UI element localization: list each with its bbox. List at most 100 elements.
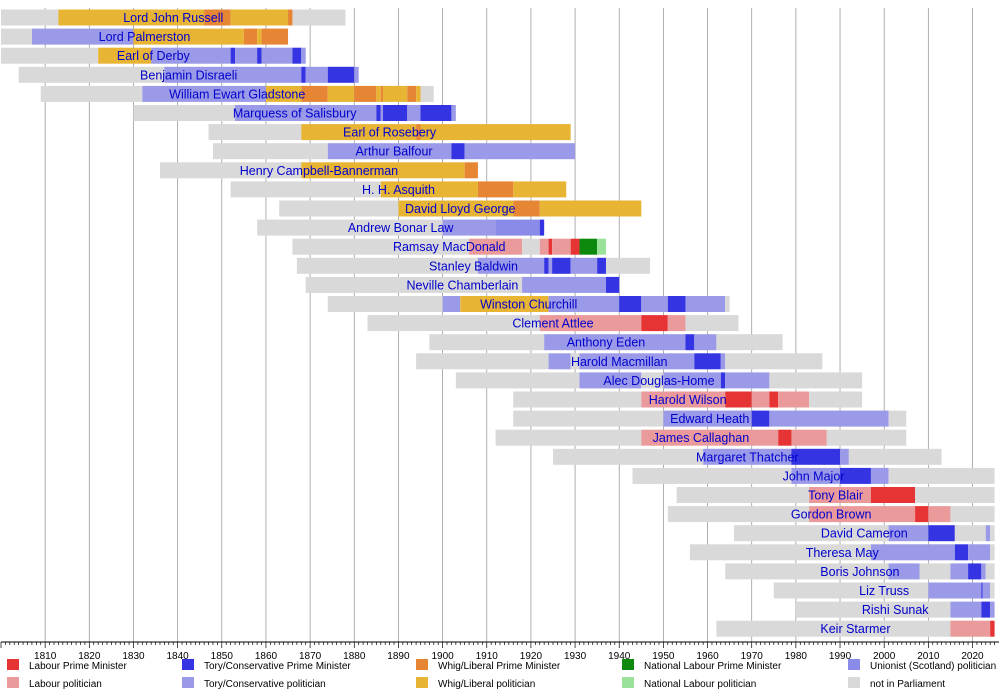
x-tick-label: 1830 bbox=[122, 651, 145, 662]
bar-segment bbox=[769, 391, 779, 408]
legend-label-tory: Tory/Conservative politician bbox=[204, 679, 326, 690]
x-tick-label: 1860 bbox=[255, 651, 278, 662]
bar-segment bbox=[982, 582, 991, 599]
bar-segment bbox=[327, 85, 355, 102]
pm-name-label: Benjamin Disraeli bbox=[140, 68, 237, 82]
bar-segment bbox=[292, 47, 302, 64]
x-tick-label: 1940 bbox=[608, 651, 631, 662]
x-tick-label: 1810 bbox=[34, 651, 57, 662]
x-tick-label: 1910 bbox=[476, 651, 499, 662]
bar-segment bbox=[663, 410, 752, 427]
bar-segment bbox=[663, 372, 721, 389]
x-axis: 1810 1820 1830 1840 1850 1860 1870 1880 1890 1900… bbox=[0, 641, 999, 662]
bar-segment bbox=[58, 9, 205, 26]
pm-name-label: Stanley Baldwin bbox=[429, 259, 518, 273]
bar-segment bbox=[539, 315, 642, 332]
bar-segment bbox=[950, 506, 995, 523]
pm-name-label: Lord Palmerston bbox=[99, 30, 191, 44]
pm-labels: Lord John Russell Lord Palmerston Earl of … bbox=[99, 11, 930, 636]
bar-segment bbox=[720, 353, 726, 370]
bar-segment bbox=[416, 85, 421, 102]
x-tick-label: 1920 bbox=[520, 651, 543, 662]
bar-segment bbox=[230, 181, 381, 198]
bar-segment bbox=[398, 200, 514, 217]
bar-segment bbox=[235, 105, 377, 121]
bar-segment bbox=[605, 257, 651, 274]
bar-segment bbox=[212, 143, 328, 160]
bar-segment bbox=[694, 353, 721, 370]
bar-segment bbox=[382, 85, 408, 102]
bar-segment bbox=[292, 9, 346, 26]
pm-name-label: David Lloyd George bbox=[405, 202, 516, 216]
bar-segment bbox=[327, 143, 452, 160]
bar-segment bbox=[257, 47, 262, 64]
bar-segment bbox=[685, 296, 726, 312]
pm-name-label: Keir Starmer bbox=[820, 622, 890, 636]
bar-segment bbox=[990, 620, 995, 637]
bar-segment bbox=[296, 257, 478, 274]
bar-segment bbox=[778, 429, 792, 446]
bar-segment bbox=[18, 66, 165, 83]
bar-segment bbox=[725, 353, 823, 370]
bar-segment bbox=[235, 47, 258, 64]
bar-segment bbox=[539, 219, 545, 236]
pm-name-label: Neville Chamberlain bbox=[407, 278, 519, 292]
bar-segment bbox=[778, 391, 810, 408]
pm-name-label: Liz Truss bbox=[859, 584, 909, 598]
bar-segment bbox=[641, 391, 726, 408]
bar-segment bbox=[230, 9, 289, 26]
bar-segment bbox=[539, 200, 642, 217]
bar-segment bbox=[548, 238, 553, 255]
x-tick-label: 1880 bbox=[343, 651, 366, 662]
bar-segment bbox=[915, 487, 995, 503]
bar-segment bbox=[751, 410, 770, 427]
bar-segment bbox=[919, 563, 951, 580]
bar-segment bbox=[632, 467, 792, 484]
x-tick-label: 1850 bbox=[211, 651, 234, 662]
bar-segment bbox=[376, 85, 381, 102]
bar-segment bbox=[685, 315, 739, 332]
bar-segment bbox=[477, 257, 545, 274]
bar-segment bbox=[769, 410, 889, 427]
legend-swatch-tory_pm bbox=[182, 659, 194, 670]
bar-segment bbox=[539, 238, 549, 255]
bar-segment bbox=[142, 85, 266, 102]
legend-label-natlab_pm: National Labour Prime Minister bbox=[644, 661, 782, 672]
bar-segment bbox=[985, 525, 991, 542]
bar-segment bbox=[477, 181, 514, 198]
pm-name-label: Earl of Rosebery bbox=[343, 126, 437, 140]
pm-name-label: James Callaghan bbox=[653, 431, 750, 445]
bar-segment bbox=[495, 429, 642, 446]
bar-segment bbox=[968, 544, 991, 561]
bar-segment bbox=[133, 28, 244, 45]
bar-segment bbox=[950, 601, 982, 618]
bar-segment bbox=[367, 315, 540, 332]
pm-name-label: H. H. Asquith bbox=[362, 183, 435, 197]
bar-segment bbox=[552, 257, 571, 274]
legend-label-labour: Labour politician bbox=[29, 679, 102, 690]
bar-segment bbox=[641, 429, 779, 446]
legend-label-whig: Whig/Liberal politician bbox=[438, 679, 535, 690]
bar-segment bbox=[826, 429, 907, 446]
pm-name-label: Ramsay MacDonald bbox=[393, 240, 506, 254]
bar-segment bbox=[791, 467, 841, 484]
pm-name-label: Theresa May bbox=[806, 546, 880, 560]
bar-segment bbox=[667, 296, 686, 312]
bar-segment bbox=[301, 47, 306, 64]
bar-segment bbox=[279, 200, 399, 217]
bar-segment bbox=[513, 410, 664, 427]
bar-segment bbox=[641, 372, 664, 389]
bar-segment bbox=[261, 28, 289, 45]
bars bbox=[1, 9, 995, 637]
bar-segment bbox=[809, 391, 863, 408]
bar-segment bbox=[990, 544, 995, 561]
bar-segment bbox=[641, 315, 668, 332]
pm-name-label: Marquess of Salisbury bbox=[233, 107, 357, 121]
bar-segment bbox=[455, 372, 580, 389]
bar-segment bbox=[597, 257, 606, 274]
bar-segment bbox=[544, 257, 549, 274]
bar-segment bbox=[1, 28, 32, 45]
pm-name-label: Henry Campbell-Bannerman bbox=[240, 164, 398, 178]
bar-segment bbox=[407, 85, 417, 102]
bar-segment bbox=[579, 372, 642, 389]
